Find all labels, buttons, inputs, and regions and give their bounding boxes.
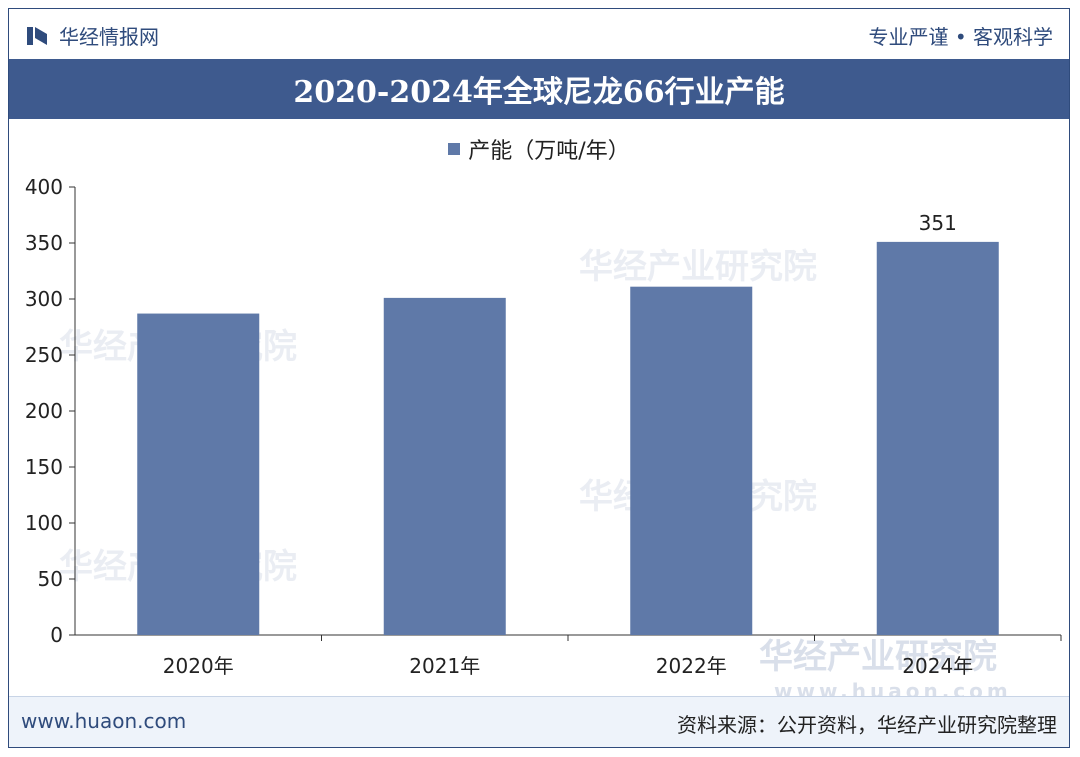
- bar: [630, 286, 753, 635]
- legend: 产能（万吨/年）: [9, 133, 1069, 165]
- x-tick-label: 2022年: [656, 654, 727, 678]
- legend-label: 产能（万吨/年）: [468, 139, 630, 164]
- x-tick-label: 2021年: [409, 654, 480, 678]
- footer-source: 资料来源：公开资料，华经产业研究院整理: [677, 713, 1057, 737]
- data-label: 351: [919, 211, 957, 235]
- x-tick-label: 2024年: [902, 654, 973, 678]
- y-tick-label: 350: [25, 231, 63, 255]
- bar: [876, 241, 999, 635]
- bar-chart: 0 50 100 150 200 250 300 350 400 2020年 2021年 2022年 2…: [25, 175, 1062, 678]
- footer: www.huaon.com 资料来源：公开资料，华经产业研究院整理: [9, 696, 1069, 747]
- y-tick-label: 250: [25, 343, 63, 367]
- top-bar: 华经情报网 专业严谨 • 客观科学: [9, 9, 1069, 59]
- brand-logo-icon: [27, 26, 47, 45]
- y-tick-label: 100: [25, 511, 63, 535]
- x-tick-label: 2020年: [163, 654, 234, 678]
- y-tick-label: 200: [25, 399, 63, 423]
- title-bar: 2020-2024年全球尼龙66行业产能: [9, 59, 1069, 119]
- bar: [383, 297, 506, 635]
- y-tick-label: 300: [25, 287, 63, 311]
- y-tick-label: 150: [25, 455, 63, 479]
- footer-site: www.huaon.com: [21, 709, 187, 733]
- brand: 华经情报网: [25, 21, 159, 50]
- brand-name: 华经情报网: [59, 25, 159, 49]
- y-tick-label: 50: [38, 567, 63, 591]
- y-tick-label: 400: [25, 175, 63, 199]
- y-tick-label: 0: [50, 623, 63, 647]
- chart-frame: 华经情报网 专业严谨 • 客观科学 2020-2024年全球尼龙66行业产能 华…: [8, 8, 1070, 748]
- chart-title: 2020-2024年全球尼龙66行业产能: [293, 75, 785, 110]
- chart-area: 华经产业研究院 华经产业研究院 华经产业研究院 华经产业研究院 华经产业研究院 …: [9, 119, 1069, 704]
- bar: [137, 313, 260, 635]
- slogan: 专业严谨 • 客观科学: [868, 25, 1053, 49]
- legend-swatch: [448, 143, 461, 155]
